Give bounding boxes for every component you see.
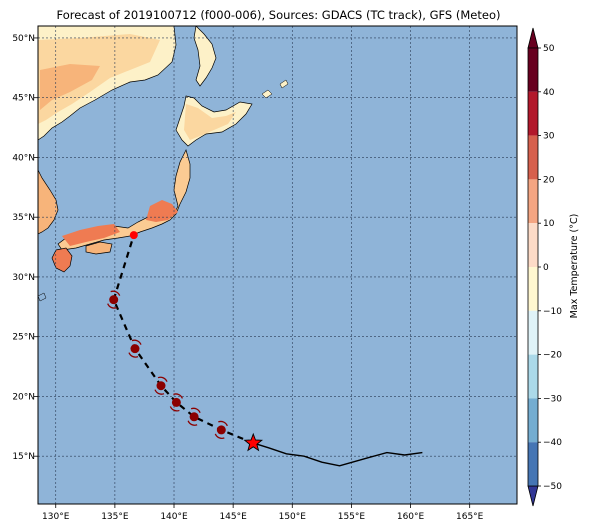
- cyclone-arm-icon: [218, 420, 228, 427]
- taiwan-tip: [38, 292, 47, 302]
- land-layer: [38, 26, 289, 302]
- lat-tick-label: 45°N: [12, 94, 35, 104]
- cyclone-arm-icon: [154, 389, 165, 395]
- colorbar-segment: [528, 398, 538, 443]
- forecast-track-line: [112, 234, 254, 445]
- map-title: Forecast of 2019100712 (f000-006), Sourc…: [56, 8, 501, 22]
- lon-tick-label: 165°E: [456, 512, 484, 522]
- cyclone-arm-icon: [214, 433, 225, 440]
- colorbar-min-extension: [527, 485, 539, 507]
- cyclone-arm-icon: [187, 420, 198, 426]
- colorbar-tick-label: 10: [543, 219, 555, 229]
- lon-tick-label: 130°E: [42, 512, 70, 522]
- lon-tick-label: 145°E: [219, 512, 247, 522]
- lat-tick-label: 25°N: [12, 333, 35, 343]
- longitude-ticks: 130°E 135°E 140°E 145°E 150°E 155°E 160°E 165°E: [42, 504, 484, 522]
- colorbar-segment: [528, 179, 538, 224]
- colorbar-segment: [528, 48, 538, 92]
- colorbar-tick-label: 50: [543, 44, 555, 54]
- ocean-background: [38, 26, 517, 504]
- storm-forecast-marker: [154, 376, 168, 395]
- cyclone-center-icon: [109, 295, 119, 305]
- kuril-island-2: [279, 79, 289, 89]
- western-japan-hot-zone: [62, 224, 120, 246]
- colorbar-tick-label: 0: [543, 263, 549, 273]
- colorbar: 50 40 30 20 10 0 −10 −20 −30 −40 −50: [527, 27, 562, 507]
- honshu-hot-zone: [146, 200, 178, 222]
- lat-tick-label: 35°N: [12, 213, 35, 223]
- cyclone-center-icon: [171, 397, 181, 407]
- colorbar-label: Max Temperature (°C): [569, 214, 580, 319]
- lat-tick-label: 40°N: [12, 153, 35, 163]
- cyclone-center-icon: [156, 381, 166, 391]
- lon-tick-label: 155°E: [338, 512, 366, 522]
- colorbar-segment: [528, 354, 538, 399]
- cyclone-arm-icon: [173, 393, 183, 399]
- colorbar-max-extension: [527, 27, 539, 49]
- colorbar-tick-label: −40: [543, 438, 562, 448]
- kyushu-island: [51, 247, 73, 273]
- lat-tick-label: 50°N: [12, 34, 35, 44]
- storm-forecast-marker: [107, 290, 121, 309]
- colorbar-segment: [528, 223, 538, 267]
- lon-tick-label: 150°E: [279, 512, 307, 522]
- cyclone-arm-icon: [110, 290, 121, 296]
- cyclone-center-icon: [189, 412, 199, 422]
- landfall-marker: [129, 231, 138, 240]
- cyclone-arm-icon: [190, 407, 201, 414]
- cyclone-arm-icon: [107, 303, 117, 309]
- storm-forecast-marker: [169, 393, 183, 412]
- latitude-ticks: 15°N 20°N 25°N 30°N 35°N 40°N 45°N 50°N: [12, 34, 38, 462]
- current-position-star-icon: [243, 432, 264, 452]
- cyclone-arm-icon: [169, 406, 180, 412]
- mainland-warm-zone: [38, 34, 160, 124]
- colorbar-segment: [528, 442, 538, 486]
- colorbar-segment: [528, 91, 538, 136]
- kuril-island-1: [261, 89, 273, 99]
- lon-tick-label: 135°E: [101, 512, 129, 522]
- colorbar-tick-label: −50: [543, 482, 562, 492]
- colorbar-segment: [528, 267, 538, 311]
- colorbar-tick-label: 40: [543, 88, 555, 98]
- storm-forecast-marker: [128, 339, 142, 358]
- storm-forecast-marker: [214, 420, 228, 440]
- past-track-line: [253, 442, 423, 467]
- map-frame: [37, 25, 518, 505]
- cyclone-arm-icon: [128, 352, 139, 358]
- cyclone-center-icon: [130, 344, 140, 354]
- lon-tick-label: 140°E: [160, 512, 188, 522]
- mainland-hot-patch: [40, 64, 100, 110]
- storm-forecast-marker: [187, 407, 201, 426]
- colorbar-tick-label: −30: [543, 394, 562, 404]
- colorbar-tick-label: 30: [543, 132, 555, 142]
- cyclone-arm-icon: [131, 339, 142, 345]
- lat-tick-label: 15°N: [12, 452, 35, 462]
- lat-tick-label: 20°N: [12, 392, 35, 402]
- sakhalin-island: [193, 26, 217, 87]
- colorbar-segment: [528, 310, 538, 355]
- colorbar-tick-label: 20: [543, 175, 555, 185]
- colorbar-segment: [528, 135, 538, 180]
- shikoku-island: [85, 241, 113, 255]
- cyclone-arm-icon: [157, 376, 168, 383]
- lon-tick-label: 160°E: [397, 512, 425, 522]
- cyclone-center-icon: [216, 425, 226, 435]
- hokkaido-warm-zone: [184, 104, 236, 140]
- lat-tick-label: 30°N: [12, 273, 35, 283]
- colorbar-tick-label: −20: [543, 351, 562, 361]
- colorbar-tick-label: −10: [543, 307, 562, 317]
- storm-track: [107, 231, 423, 467]
